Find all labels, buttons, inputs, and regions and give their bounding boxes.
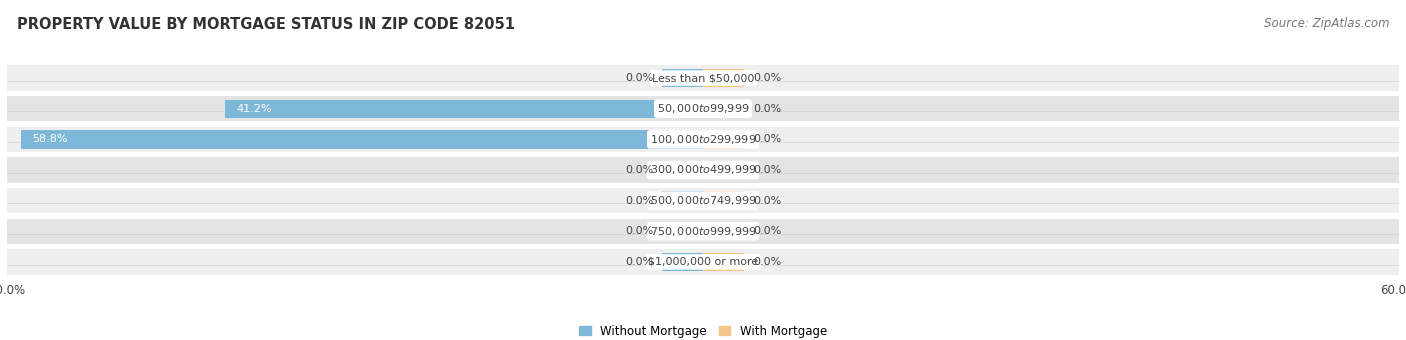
Text: $500,000 to $749,999: $500,000 to $749,999 <box>650 194 756 207</box>
Text: $300,000 to $499,999: $300,000 to $499,999 <box>650 164 756 176</box>
Bar <box>703 69 744 87</box>
Text: 0.0%: 0.0% <box>752 165 782 175</box>
Bar <box>703 100 744 118</box>
Text: 0.0%: 0.0% <box>624 165 654 175</box>
Bar <box>703 130 744 149</box>
Text: PROPERTY VALUE BY MORTGAGE STATUS IN ZIP CODE 82051: PROPERTY VALUE BY MORTGAGE STATUS IN ZIP… <box>17 17 515 32</box>
Text: 0.0%: 0.0% <box>752 104 782 114</box>
Bar <box>7 157 1399 183</box>
Text: Less than $50,000: Less than $50,000 <box>652 73 754 83</box>
Text: $50,000 to $99,999: $50,000 to $99,999 <box>657 102 749 115</box>
Bar <box>7 127 1399 152</box>
Bar <box>662 253 703 271</box>
Bar <box>662 191 703 210</box>
Text: 0.0%: 0.0% <box>752 195 782 206</box>
Text: 0.0%: 0.0% <box>752 73 782 83</box>
Bar <box>703 161 744 179</box>
Text: 0.0%: 0.0% <box>752 226 782 236</box>
Text: $100,000 to $299,999: $100,000 to $299,999 <box>650 133 756 146</box>
Text: 0.0%: 0.0% <box>624 195 654 206</box>
Bar <box>7 188 1399 213</box>
Bar <box>662 222 703 240</box>
Bar <box>662 69 703 87</box>
Text: Source: ZipAtlas.com: Source: ZipAtlas.com <box>1264 17 1389 30</box>
Text: 41.2%: 41.2% <box>236 104 273 114</box>
Bar <box>703 222 744 240</box>
Bar <box>703 191 744 210</box>
Bar <box>7 66 1399 91</box>
Bar <box>7 249 1399 274</box>
Bar <box>21 130 703 149</box>
Text: $750,000 to $999,999: $750,000 to $999,999 <box>650 225 756 238</box>
Bar <box>703 253 744 271</box>
Bar <box>662 161 703 179</box>
Bar <box>7 219 1399 244</box>
Bar <box>225 100 703 118</box>
Text: $1,000,000 or more: $1,000,000 or more <box>648 257 758 267</box>
Text: 0.0%: 0.0% <box>752 134 782 144</box>
Text: 0.0%: 0.0% <box>624 257 654 267</box>
Text: 0.0%: 0.0% <box>624 73 654 83</box>
Text: 0.0%: 0.0% <box>752 257 782 267</box>
Text: 58.8%: 58.8% <box>32 134 67 144</box>
Bar <box>7 96 1399 121</box>
Text: 0.0%: 0.0% <box>624 226 654 236</box>
Legend: Without Mortgage, With Mortgage: Without Mortgage, With Mortgage <box>574 320 832 340</box>
